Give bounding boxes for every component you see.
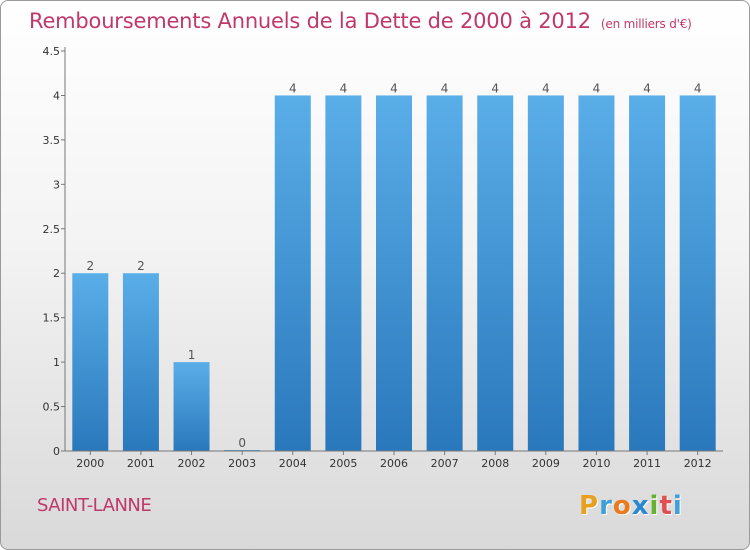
data-label-2009: 4 bbox=[542, 81, 550, 95]
y-tick-label-4.5: 4.5 bbox=[43, 45, 61, 58]
chart-subtitle: (en milliers d'€) bbox=[600, 17, 692, 31]
x-tick-label-2002: 2002 bbox=[178, 457, 206, 470]
bar-2002 bbox=[173, 362, 210, 451]
y-tick-label-1: 1 bbox=[53, 356, 60, 369]
bar-2008 bbox=[477, 95, 514, 451]
data-label-2007: 4 bbox=[441, 81, 449, 95]
x-tick-label-2008: 2008 bbox=[481, 457, 509, 470]
proxiti-logo: Proxiti bbox=[579, 491, 683, 521]
bar-2000 bbox=[72, 273, 109, 451]
data-label-2004: 4 bbox=[289, 81, 297, 95]
x-tick-label-2012: 2012 bbox=[684, 457, 712, 470]
logo-letter: r bbox=[599, 491, 613, 521]
y-tick-label-2: 2 bbox=[53, 267, 60, 280]
x-tick-label-2004: 2004 bbox=[279, 457, 307, 470]
data-label-2006: 4 bbox=[390, 81, 398, 95]
x-tick-label-2000: 2000 bbox=[76, 457, 104, 470]
place-name: SAINT-LANNE bbox=[37, 495, 152, 516]
x-tick-label-2006: 2006 bbox=[380, 457, 408, 470]
x-tick-label-2009: 2009 bbox=[532, 457, 560, 470]
bar-2009 bbox=[527, 95, 564, 451]
bar-2007 bbox=[426, 95, 463, 451]
logo-letter: i bbox=[672, 491, 683, 521]
bar-2011 bbox=[629, 95, 666, 451]
x-tick-label-2011: 2011 bbox=[633, 457, 661, 470]
bar-2005 bbox=[325, 95, 362, 451]
chart-title-text: Remboursements Annuels de la Dette de 20… bbox=[29, 9, 591, 33]
bar-2006 bbox=[376, 95, 412, 451]
data-label-2012: 4 bbox=[694, 81, 702, 95]
x-tick-label-2007: 2007 bbox=[431, 457, 459, 470]
bar-2004 bbox=[274, 95, 311, 451]
y-tick-label-1.5: 1.5 bbox=[43, 312, 61, 325]
bar-2010 bbox=[578, 95, 615, 451]
logo-letter: t bbox=[659, 491, 673, 521]
bar-2001 bbox=[122, 273, 159, 451]
y-tick-label-2.5: 2.5 bbox=[43, 223, 61, 236]
x-tick-label-2003: 2003 bbox=[228, 457, 256, 470]
data-label-2011: 4 bbox=[643, 81, 651, 95]
logo-letter: P bbox=[579, 491, 600, 521]
data-label-2008: 4 bbox=[491, 81, 499, 95]
y-tick-label-3.5: 3.5 bbox=[43, 134, 61, 147]
y-tick-label-4: 4 bbox=[53, 89, 60, 102]
data-label-2002: 1 bbox=[188, 348, 196, 362]
x-tick-label-2010: 2010 bbox=[582, 457, 610, 470]
y-tick-label-3: 3 bbox=[53, 178, 60, 191]
logo-letter: o bbox=[612, 491, 632, 521]
data-label-2005: 4 bbox=[340, 81, 348, 95]
data-label-2003: 0 bbox=[238, 436, 246, 450]
data-label-2001: 2 bbox=[137, 259, 145, 273]
logo-letter: x bbox=[631, 491, 650, 521]
logo-letter: i bbox=[649, 491, 660, 521]
y-tick-label-0.5: 0.5 bbox=[43, 401, 61, 414]
data-label-2010: 4 bbox=[593, 81, 601, 95]
x-tick-label-2005: 2005 bbox=[329, 457, 357, 470]
x-tick-label-2001: 2001 bbox=[127, 457, 155, 470]
data-label-2000: 2 bbox=[86, 259, 94, 273]
bar-2012 bbox=[679, 95, 716, 451]
y-tick-label-0: 0 bbox=[53, 445, 60, 458]
chart-title: Remboursements Annuels de la Dette de 20… bbox=[29, 9, 692, 33]
